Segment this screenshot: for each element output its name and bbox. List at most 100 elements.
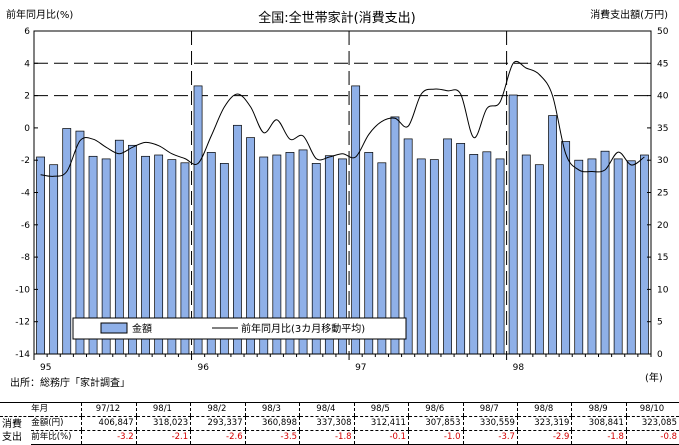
bar <box>587 158 597 355</box>
y-tick-label: 4 <box>24 59 30 69</box>
y2-tick-label: 25 <box>657 189 668 199</box>
y-tick-label: -2 <box>21 156 30 166</box>
bar <box>548 115 557 355</box>
table-cell: -0.8 <box>625 430 679 445</box>
legend-bar-label: 金額 <box>132 322 152 335</box>
x-unit-label: (年) <box>645 371 663 384</box>
y2-tick-label: 45 <box>657 59 668 69</box>
bar <box>62 128 72 355</box>
chart: 全国:全世帯家計(消費支出) 前年同月比(%) 消費支出額(万円) 6420-2… <box>6 8 669 389</box>
table-header-cell: 年月 <box>0 402 82 417</box>
bar <box>561 141 571 355</box>
left-axis-label: 前年同月比(%) <box>6 8 73 21</box>
y2-tick-label: 5 <box>657 318 663 328</box>
table-header-cell: 98/6 <box>408 402 463 417</box>
bar <box>521 154 531 355</box>
chart-title: 全国:全世帯家計(消費支出) <box>258 10 416 26</box>
line-path <box>40 60 645 177</box>
bar <box>482 151 492 355</box>
table-cell: 307,853 <box>408 416 463 431</box>
table-header-cell: 98/9 <box>571 402 627 417</box>
table-header-cell: 98/7 <box>462 402 518 417</box>
bar <box>626 160 636 355</box>
bar <box>49 164 59 355</box>
y-tick-label: -6 <box>21 221 30 231</box>
row-label: 前年比(%) <box>31 430 82 445</box>
y2-tick-label: 20 <box>657 221 669 231</box>
legend-bar-swatch <box>100 322 128 334</box>
bar <box>469 154 479 355</box>
table-cell: 360,898 <box>244 416 300 431</box>
table-cell: 337,308 <box>299 416 355 431</box>
data-table: 年月 97/12 98/1 98/2 98/3 98/4 98/5 98/6 9… <box>0 402 679 445</box>
table-cell: -1.0 <box>408 430 463 445</box>
bar <box>456 143 466 355</box>
table-header-cell: 98/5 <box>353 402 409 417</box>
source-note: 出所：総務庁「家計調査」 <box>10 376 130 389</box>
bar <box>640 154 649 355</box>
table-header-row: 年月 97/12 98/1 98/2 98/3 98/4 98/5 98/6 9… <box>0 402 679 417</box>
y2-tick-label: 30 <box>657 156 669 166</box>
line-series <box>40 60 645 177</box>
legend-box <box>72 317 407 340</box>
x-tick-label: 98 <box>513 363 525 373</box>
y2-tick-label: 10 <box>657 285 669 295</box>
table-header-cell: 98/4 <box>299 402 355 417</box>
bar <box>574 159 584 355</box>
legend: 金額 前年同月比(3カ月移動平均) <box>72 317 407 340</box>
y-tick-label: -8 <box>21 253 30 263</box>
y2-tick-label: 50 <box>657 27 669 37</box>
table-cell: 308,841 <box>571 416 627 431</box>
table-header-cell: 97/12 <box>81 402 137 417</box>
bar <box>443 138 452 355</box>
table-cell: 318,023 <box>135 416 191 431</box>
y2-tick-label: 15 <box>657 253 668 263</box>
row-group-label: 消費支出 <box>2 418 22 443</box>
y-tick-label: 0 <box>24 124 30 134</box>
y-tick-label: -4 <box>21 189 30 199</box>
legend-line-label: 前年同月比(3カ月移動平均) <box>241 322 365 335</box>
table-cell: -1.8 <box>299 430 355 445</box>
table-cell: 330,559 <box>462 416 518 431</box>
bar <box>193 85 203 355</box>
y-tick-label: -10 <box>15 285 30 295</box>
bar <box>508 94 518 355</box>
table-header-cell: 98/2 <box>190 402 246 417</box>
grid-lines <box>34 31 651 354</box>
table-header-cell: 98/8 <box>516 402 572 417</box>
row-label: 金額(円) <box>31 416 82 431</box>
table-cell: 406,847 <box>81 416 137 431</box>
y-tick-label: 2 <box>24 92 30 102</box>
table-cell: -2.6 <box>190 430 246 445</box>
bar <box>534 164 544 355</box>
y2-tick-label: 40 <box>657 92 669 102</box>
bar <box>429 159 439 355</box>
table-cell: -0.1 <box>353 430 409 445</box>
axes: 6420-2-4-6-8-10-12-145045403530252015105… <box>15 27 668 373</box>
table-cell: 293,337 <box>190 416 246 431</box>
table-row: 前年比(%) -3.2 -2.1 -2.6 -3.5 -1.8 -0.1 -1.… <box>0 430 679 445</box>
y-tick-label: 6 <box>24 27 30 37</box>
table-cell: -3.5 <box>244 430 300 445</box>
y-tick-label: -14 <box>15 350 30 360</box>
table-cell: -3.2 <box>81 430 137 445</box>
right-axis-label: 消費支出額(万円) <box>590 8 668 21</box>
y2-tick-label: 35 <box>657 124 668 134</box>
y2-tick-label: 0 <box>657 350 663 360</box>
bar <box>495 158 505 355</box>
bar <box>600 150 610 355</box>
x-tick-label: 97 <box>355 363 366 373</box>
table-cell: -2.9 <box>516 430 572 445</box>
table-cell: 323,319 <box>516 416 572 431</box>
bar-series <box>36 85 649 355</box>
y-tick-label: -12 <box>15 318 30 328</box>
bar <box>36 156 45 355</box>
x-tick-label: 96 <box>198 363 210 373</box>
table-cell: -1.8 <box>571 430 627 445</box>
bar <box>416 158 426 355</box>
table-cell: -2.1 <box>135 430 191 445</box>
table-row: 消費支出 金額(円) 406,847 318,023 293,337 360,8… <box>0 416 679 443</box>
table-cell: 323,085 <box>625 416 679 431</box>
table-cell: 312,411 <box>353 416 409 431</box>
table-header-cell: 98/1 <box>135 402 191 417</box>
